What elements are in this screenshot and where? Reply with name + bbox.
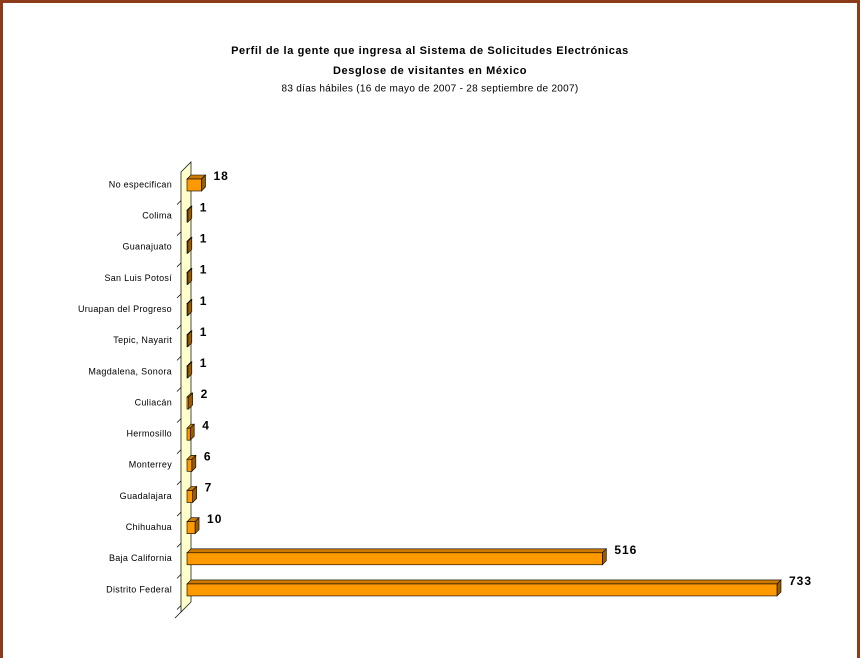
chart-subtitle: Desglose de visitantes en México: [333, 65, 527, 77]
chart-title: Perfil de la gente que ingresa al Sistem…: [231, 45, 629, 57]
value-label: 1: [200, 356, 208, 370]
tick: [176, 200, 182, 205]
bar: [186, 174, 207, 192]
tick: [176, 262, 182, 268]
bar: [186, 392, 194, 410]
y-tick-label: Baja California: [109, 553, 172, 563]
tick: [176, 574, 182, 579]
bar-front: [186, 272, 189, 285]
bar-front: [186, 459, 193, 472]
bar: [186, 548, 608, 566]
bar: [186, 454, 197, 473]
y-tick-label: Culiacán: [135, 397, 172, 407]
bar-top: [186, 548, 608, 554]
tick: [176, 480, 182, 486]
bar: [186, 485, 198, 504]
floor-edge: [174, 611, 182, 619]
y-tick-label: Uruapan del Progreso: [78, 304, 172, 314]
tick: [176, 387, 182, 392]
bar: [186, 423, 195, 441]
y-tick-label: Monterrey: [129, 460, 172, 470]
bar-front: [186, 583, 778, 597]
bar: [186, 516, 200, 535]
tick: [176, 418, 182, 423]
bar-front: [186, 427, 191, 441]
bar: [186, 330, 193, 348]
value-label: 1: [200, 294, 208, 308]
value-label: 4: [202, 418, 210, 432]
value-label: 10: [207, 512, 222, 526]
bar-front: [186, 521, 196, 534]
value-label: 733: [789, 574, 812, 588]
value-label: 18: [213, 169, 228, 183]
y-tick-label: Magdalena, Sonora: [88, 366, 172, 376]
value-label: 2: [201, 387, 209, 401]
bar: [186, 579, 782, 597]
bar-front: [186, 209, 189, 223]
bar-front: [186, 396, 189, 410]
bar-front: [186, 552, 603, 566]
value-label: 1: [200, 263, 208, 277]
bar-top: [186, 579, 782, 585]
value-label: 1: [200, 200, 208, 214]
tick: [176, 449, 182, 455]
bar-front: [186, 334, 189, 348]
value-label: 6: [204, 450, 212, 464]
y-tick-label: Tepic, Nayarit: [113, 335, 172, 345]
tick: [176, 356, 182, 361]
chart-note: 83 días hábiles (16 de mayo de 2007 - 28…: [281, 84, 578, 95]
bar-front: [186, 365, 189, 379]
bar-front: [186, 178, 202, 192]
y-tick-label: No especifican: [109, 179, 172, 189]
bars: [186, 174, 782, 597]
y-tick-label: Colima: [142, 211, 172, 221]
y-tick-label: Chihuahua: [126, 522, 172, 532]
value-label: 1: [200, 231, 208, 245]
bar-front: [186, 241, 189, 254]
bar-front: [186, 490, 193, 503]
y-tick-label: San Luis Potosí: [104, 273, 172, 283]
bar: [186, 361, 193, 379]
bar-front: [186, 303, 189, 316]
back-wall: [180, 161, 192, 613]
bar: [186, 236, 193, 255]
tick: [176, 511, 182, 517]
y-tick-label: Hermosillo: [126, 429, 172, 439]
tick: [176, 293, 182, 299]
bar: [186, 298, 193, 317]
tick: [176, 605, 182, 610]
value-label: 516: [614, 543, 637, 557]
bar: [186, 205, 193, 223]
y-tick-label: Guanajuato: [122, 242, 172, 252]
value-label: 1: [200, 325, 208, 339]
tick: [176, 542, 182, 548]
y-tick-label: Distrito Federal: [106, 584, 172, 594]
y-tick-label: Guadalajara: [120, 491, 172, 501]
bar: [186, 267, 193, 286]
tick: [176, 231, 182, 236]
value-label: 7: [205, 481, 213, 495]
tick: [176, 324, 182, 330]
